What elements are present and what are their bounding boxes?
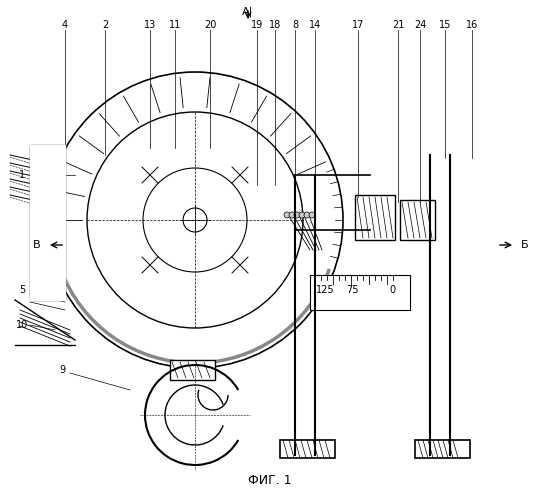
Text: 0: 0: [389, 285, 395, 295]
Text: 19: 19: [251, 20, 263, 30]
Text: 2: 2: [102, 20, 108, 30]
Text: 125: 125: [316, 285, 334, 295]
Bar: [400, 200, 435, 240]
Circle shape: [289, 212, 295, 218]
Text: В: В: [33, 240, 41, 250]
Text: ФИГ. 1: ФИГ. 1: [248, 474, 292, 487]
Bar: [170, 360, 215, 380]
Bar: [280, 440, 335, 458]
Bar: [355, 195, 395, 240]
Text: 11: 11: [169, 20, 181, 30]
Text: Б: Б: [521, 240, 529, 250]
Text: 17: 17: [352, 20, 364, 30]
Text: 15: 15: [439, 20, 451, 30]
Circle shape: [304, 212, 310, 218]
Bar: [415, 440, 470, 458]
Text: 8: 8: [292, 20, 298, 30]
Bar: [30, 145, 65, 300]
Text: 10: 10: [16, 320, 28, 330]
Circle shape: [284, 212, 290, 218]
Circle shape: [309, 212, 315, 218]
Text: 75: 75: [346, 285, 358, 295]
Text: 24: 24: [414, 20, 426, 30]
Text: 14: 14: [309, 20, 321, 30]
Text: 4: 4: [62, 20, 68, 30]
Text: 1: 1: [19, 170, 25, 180]
Text: 13: 13: [144, 20, 156, 30]
Text: А|: А|: [242, 7, 254, 17]
Circle shape: [299, 212, 305, 218]
Text: 18: 18: [269, 20, 281, 30]
Text: 16: 16: [466, 20, 478, 30]
Text: 20: 20: [204, 20, 216, 30]
Text: 5: 5: [19, 285, 25, 295]
Text: 21: 21: [392, 20, 404, 30]
Text: 9: 9: [59, 365, 65, 375]
Bar: [310, 275, 410, 310]
Circle shape: [294, 212, 300, 218]
